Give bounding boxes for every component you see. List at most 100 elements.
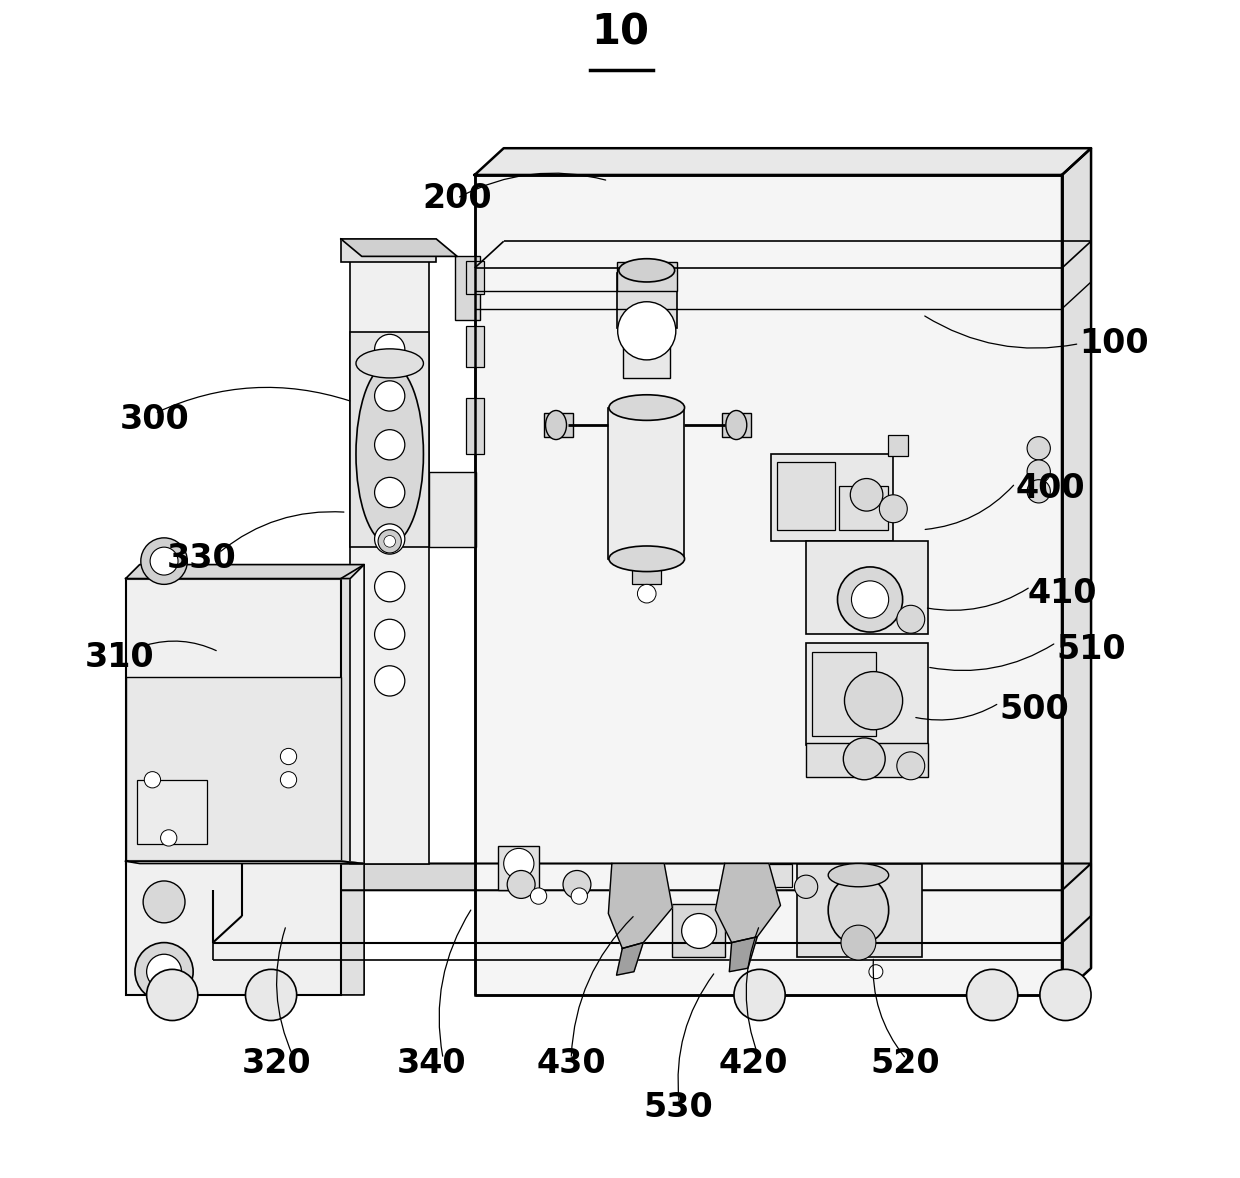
- Text: 400: 400: [1016, 472, 1085, 505]
- Bar: [466, 398, 484, 454]
- Circle shape: [280, 772, 296, 788]
- Bar: [888, 436, 909, 456]
- Bar: [806, 542, 929, 635]
- Bar: [138, 780, 207, 843]
- Circle shape: [844, 671, 903, 729]
- Circle shape: [967, 969, 1018, 1020]
- Text: 300: 300: [120, 403, 190, 436]
- Bar: [838, 485, 888, 530]
- Circle shape: [682, 913, 717, 948]
- Bar: [777, 462, 836, 530]
- Bar: [616, 272, 677, 329]
- Circle shape: [374, 571, 404, 602]
- Bar: [812, 651, 875, 735]
- Circle shape: [378, 530, 402, 552]
- Ellipse shape: [619, 259, 675, 282]
- Text: 200: 200: [423, 181, 492, 214]
- Circle shape: [852, 581, 889, 618]
- Ellipse shape: [356, 349, 423, 378]
- Circle shape: [374, 477, 404, 508]
- Polygon shape: [341, 239, 458, 257]
- Circle shape: [374, 430, 404, 459]
- Bar: [455, 257, 480, 320]
- Circle shape: [897, 752, 925, 780]
- Circle shape: [572, 888, 588, 905]
- Circle shape: [637, 584, 656, 603]
- Circle shape: [507, 871, 536, 899]
- Text: 500: 500: [999, 694, 1069, 727]
- Bar: [498, 846, 538, 891]
- Bar: [760, 863, 792, 887]
- Text: 530: 530: [644, 1091, 713, 1124]
- Ellipse shape: [546, 410, 567, 439]
- Text: 410: 410: [1027, 577, 1096, 610]
- Circle shape: [135, 942, 193, 1001]
- Text: 330: 330: [166, 542, 236, 575]
- Polygon shape: [341, 564, 365, 863]
- Ellipse shape: [725, 410, 746, 439]
- Polygon shape: [729, 937, 758, 972]
- Text: 510: 510: [1056, 633, 1126, 666]
- Circle shape: [143, 881, 185, 922]
- Bar: [631, 555, 661, 584]
- Text: 320: 320: [242, 1047, 311, 1080]
- Bar: [771, 454, 893, 542]
- Circle shape: [879, 495, 908, 523]
- Polygon shape: [475, 148, 1091, 176]
- Circle shape: [384, 536, 396, 547]
- Bar: [350, 259, 429, 863]
- Ellipse shape: [828, 863, 889, 887]
- Text: 100: 100: [1080, 327, 1149, 360]
- Bar: [723, 413, 751, 437]
- Bar: [350, 332, 429, 547]
- Circle shape: [246, 969, 296, 1020]
- Circle shape: [150, 547, 179, 575]
- Circle shape: [374, 335, 404, 364]
- Bar: [609, 408, 684, 558]
- Bar: [341, 239, 436, 263]
- Bar: [624, 326, 670, 378]
- Bar: [125, 861, 341, 995]
- Ellipse shape: [356, 364, 423, 544]
- Circle shape: [146, 954, 181, 990]
- Circle shape: [146, 969, 198, 1020]
- Text: 340: 340: [397, 1047, 466, 1080]
- Circle shape: [374, 380, 404, 411]
- Polygon shape: [341, 861, 365, 995]
- Bar: [806, 742, 929, 777]
- Circle shape: [141, 538, 187, 584]
- Circle shape: [374, 620, 404, 649]
- Circle shape: [851, 478, 883, 511]
- Polygon shape: [125, 861, 365, 863]
- Polygon shape: [715, 863, 780, 942]
- Bar: [429, 471, 476, 547]
- Circle shape: [795, 875, 817, 899]
- Bar: [797, 863, 923, 957]
- Circle shape: [280, 748, 296, 765]
- Bar: [544, 413, 573, 437]
- Circle shape: [1040, 969, 1091, 1020]
- Circle shape: [843, 737, 885, 780]
- Circle shape: [374, 666, 404, 696]
- Text: 430: 430: [536, 1047, 606, 1080]
- Circle shape: [869, 965, 883, 979]
- Circle shape: [144, 772, 160, 788]
- Text: 10: 10: [591, 12, 649, 54]
- Circle shape: [531, 888, 547, 905]
- Text: 310: 310: [86, 641, 155, 674]
- Circle shape: [1027, 459, 1050, 483]
- Bar: [616, 263, 677, 291]
- Circle shape: [618, 302, 676, 360]
- Ellipse shape: [609, 395, 684, 421]
- Circle shape: [841, 925, 875, 960]
- Circle shape: [563, 871, 591, 899]
- Bar: [125, 578, 341, 863]
- Circle shape: [1027, 437, 1050, 459]
- Text: 420: 420: [719, 1047, 789, 1080]
- Polygon shape: [616, 942, 644, 975]
- Circle shape: [160, 829, 177, 846]
- Circle shape: [734, 969, 785, 1020]
- Circle shape: [374, 524, 404, 554]
- Bar: [125, 677, 341, 863]
- Circle shape: [503, 848, 534, 879]
